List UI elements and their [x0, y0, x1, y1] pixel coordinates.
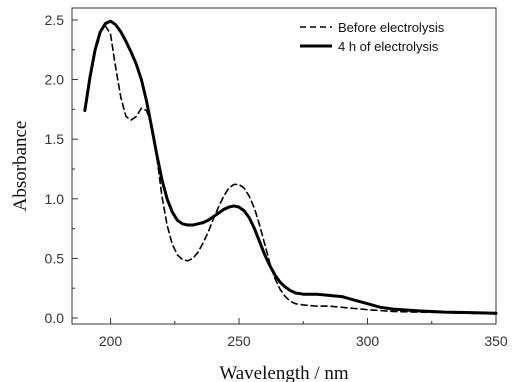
x-axis-title: Wavelength / nm — [219, 363, 349, 382]
x-tick-label: 350 — [484, 333, 508, 349]
legend-label-before: Before electrolysis — [338, 20, 445, 35]
legend-label-after: 4 h of electrolysis — [338, 39, 439, 54]
series-layer — [83, 19, 498, 315]
plot-frame — [71, 7, 497, 325]
y-tick-label: 0.0 — [45, 310, 65, 326]
y-tick-label: 2.5 — [45, 12, 65, 28]
y-tick-label: 2.0 — [45, 72, 65, 88]
y-tick-label: 1.5 — [45, 131, 65, 147]
legend: Before electrolysis 4 h of electrolysis — [300, 20, 445, 54]
y-tick-label: 0.5 — [45, 250, 65, 266]
series-line-before-electrolysis — [104, 25, 497, 315]
x-tick-label: 250 — [227, 333, 251, 349]
x-tick-label: 300 — [356, 333, 380, 349]
x-tick-label: 200 — [99, 333, 123, 349]
y-axis-title: Absorbance — [10, 121, 31, 212]
y-axis-ticks: 0.0 0.5 1.0 1.5 2.0 2.5 — [45, 12, 78, 326]
series-line-4h-electrolysis — [83, 19, 498, 315]
y-tick-label: 1.0 — [45, 191, 65, 207]
x-axis-ticks: 200 250 300 350 — [99, 318, 508, 349]
